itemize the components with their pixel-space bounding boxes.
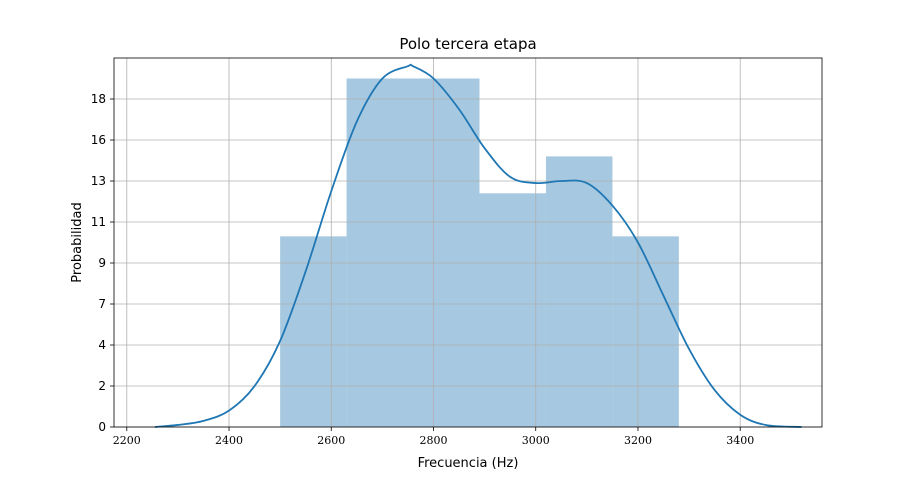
y-tick-label: 13 bbox=[91, 174, 106, 188]
y-tick-label: 2 bbox=[98, 379, 106, 393]
y-tick-label: 7 bbox=[98, 297, 106, 311]
histogram-bar bbox=[546, 156, 612, 427]
histogram-bar bbox=[612, 236, 678, 427]
histogram-bars bbox=[280, 79, 679, 428]
histogram-bar bbox=[280, 236, 346, 427]
x-tick-label: 2800 bbox=[419, 434, 447, 447]
histogram-bar bbox=[347, 79, 480, 428]
x-tick-label: 3200 bbox=[624, 434, 652, 447]
x-tick-label: 2400 bbox=[215, 434, 243, 447]
y-tick-label: 11 bbox=[91, 215, 106, 229]
x-tick-label: 3400 bbox=[726, 434, 754, 447]
x-tick-label: 3000 bbox=[522, 434, 550, 447]
y-tick-label: 18 bbox=[91, 92, 106, 106]
x-axis-label: Frecuencia (Hz) bbox=[418, 456, 519, 471]
y-tick-label: 0 bbox=[98, 420, 106, 434]
chart-title: Polo tercera etapa bbox=[399, 35, 536, 53]
y-axis-label: Probabilidad bbox=[70, 202, 85, 282]
x-tick-label: 2600 bbox=[317, 434, 345, 447]
y-tick-label: 16 bbox=[91, 133, 106, 147]
y-tick-label: 4 bbox=[98, 338, 106, 352]
x-tick-label: 2200 bbox=[113, 434, 141, 447]
y-tick-label: 9 bbox=[98, 256, 106, 270]
